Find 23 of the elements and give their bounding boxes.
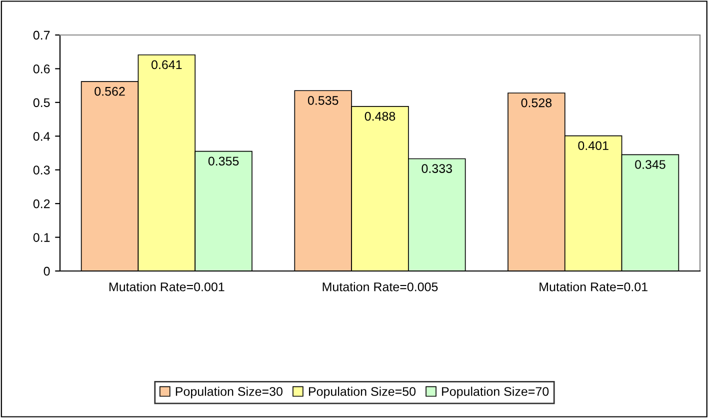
y-tick-label: 0.5: [33, 98, 50, 108]
data-label: 0.333: [422, 164, 452, 173]
x-tick-label: Mutation Rate=0.001: [109, 282, 224, 292]
y-tick-label: 0.7: [33, 30, 50, 40]
legend-label: Population Size=70: [442, 386, 549, 398]
data-label: 0.345: [635, 160, 666, 169]
y-tick-label: 0.4: [33, 132, 50, 141]
data-label: 0.641: [152, 60, 182, 70]
legend-label: Population Size=30: [176, 386, 282, 398]
y-tick-label: 0: [44, 266, 50, 276]
x-tick-label: Mutation Rate=0.005: [322, 282, 438, 292]
data-label: 0.355: [208, 156, 239, 166]
data-label: 0.528: [521, 98, 552, 108]
x-tick-label: Mutation Rate=0.01: [540, 282, 648, 292]
data-label: 0.401: [578, 141, 608, 150]
y-tick-label: 0.2: [33, 199, 50, 208]
data-label: 0.488: [364, 112, 396, 121]
data-label: 0.562: [94, 86, 125, 96]
data-label: 0.535: [308, 96, 338, 105]
legend-label: Population Size=50: [308, 386, 416, 398]
y-tick-label: 0.1: [33, 233, 50, 242]
y-tick-label: 0.6: [33, 64, 50, 74]
y-tick-label: 0.3: [33, 166, 50, 175]
